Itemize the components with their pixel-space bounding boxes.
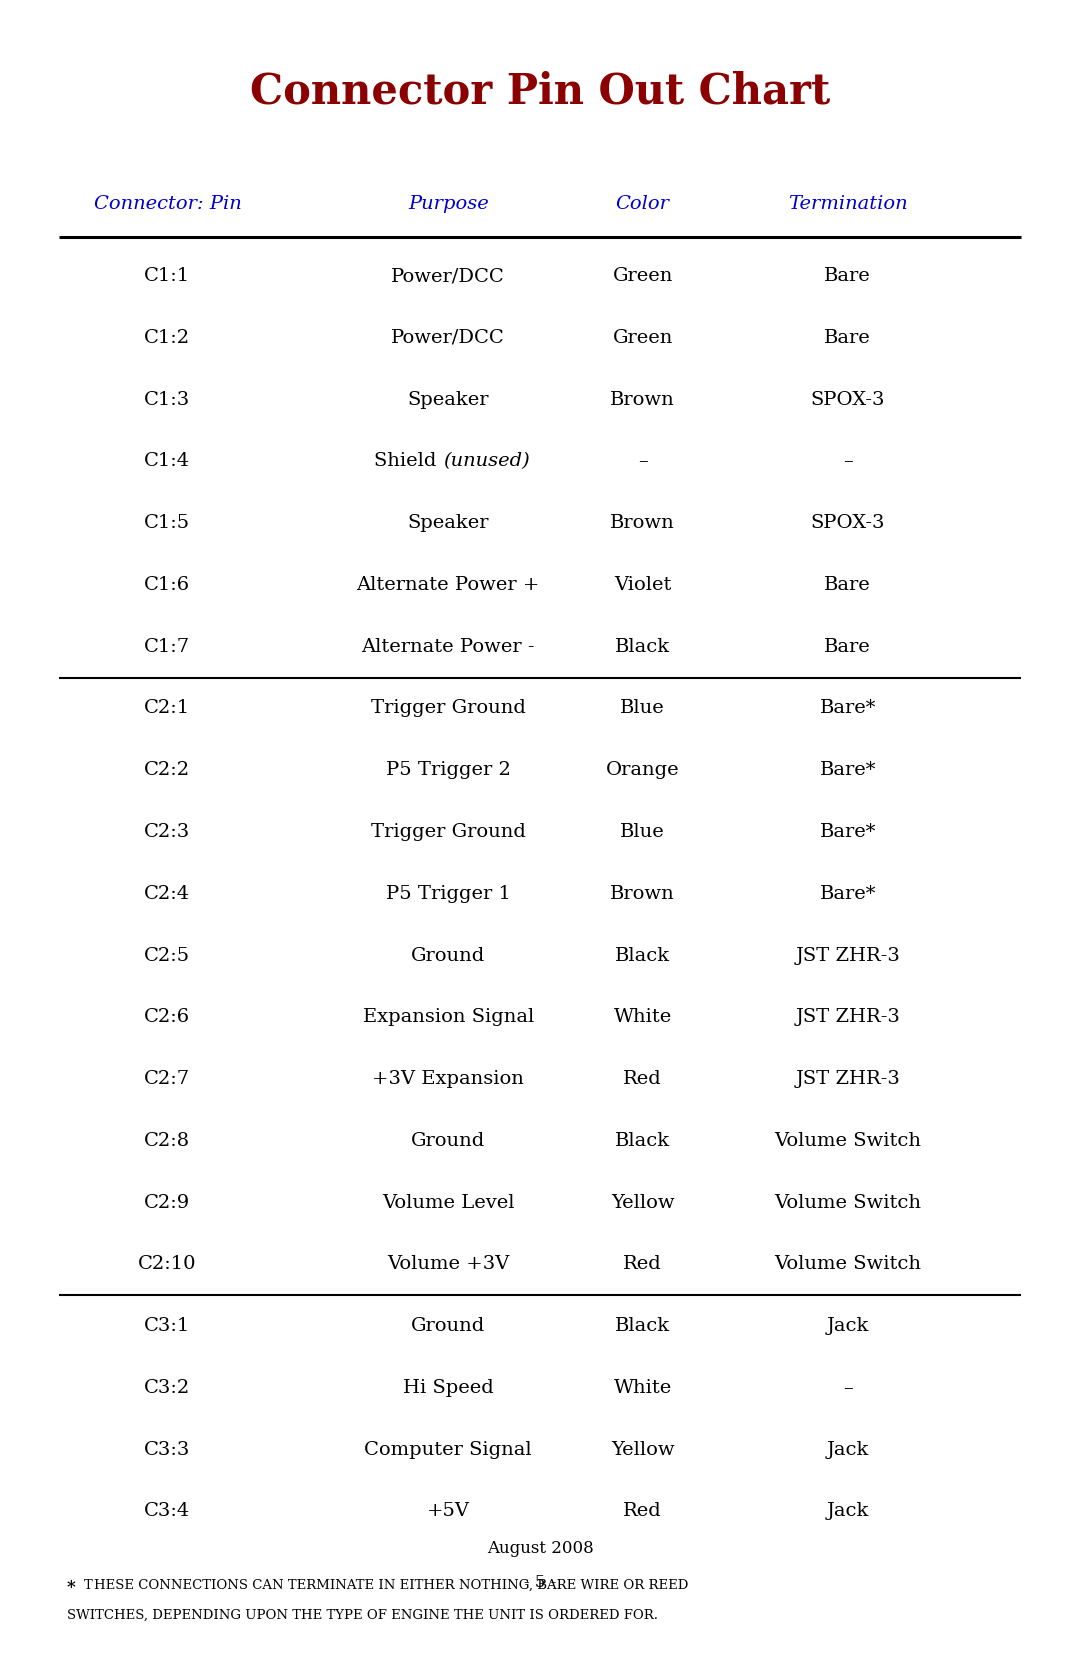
Text: Bare: Bare	[824, 576, 872, 594]
Text: Jack: Jack	[826, 1440, 869, 1459]
Text: –: –	[842, 1379, 853, 1397]
Text: Black: Black	[615, 1132, 671, 1150]
Text: JST ZHR-3: JST ZHR-3	[795, 1008, 901, 1026]
Text: Volume Switch: Volume Switch	[774, 1193, 921, 1212]
Text: Brown: Brown	[610, 514, 675, 532]
Text: Shield: Shield	[374, 452, 443, 471]
Text: Blue: Blue	[620, 823, 665, 841]
Text: White: White	[613, 1379, 672, 1397]
Text: Trigger Ground: Trigger Ground	[370, 823, 526, 841]
Text: Red: Red	[623, 1070, 662, 1088]
Text: Green: Green	[612, 267, 673, 285]
Text: C2:3: C2:3	[145, 823, 190, 841]
Text: Yellow: Yellow	[611, 1440, 674, 1459]
Text: (unused): (unused)	[443, 452, 529, 471]
Text: Power/DCC: Power/DCC	[391, 267, 505, 285]
Text: C2:4: C2:4	[145, 885, 190, 903]
Text: C2:2: C2:2	[145, 761, 190, 779]
Text: +5V: +5V	[427, 1502, 470, 1520]
Text: Speaker: Speaker	[407, 391, 489, 409]
Text: Volume +3V: Volume +3V	[387, 1255, 510, 1273]
Text: Blue: Blue	[620, 699, 665, 718]
Text: White: White	[613, 1008, 672, 1026]
Text: C1:3: C1:3	[145, 391, 190, 409]
Text: HESE CONNECTIONS CAN TERMINATE IN EITHER NOTHING, BARE WIRE OR REED: HESE CONNECTIONS CAN TERMINATE IN EITHER…	[94, 1579, 688, 1592]
Text: JST ZHR-3: JST ZHR-3	[795, 946, 901, 965]
Text: C1:2: C1:2	[145, 329, 190, 347]
Text: Jack: Jack	[826, 1317, 869, 1335]
Text: Bare*: Bare*	[820, 761, 876, 779]
Text: Bare: Bare	[824, 267, 872, 285]
Text: Red: Red	[623, 1502, 662, 1520]
Text: Violet: Violet	[613, 576, 672, 594]
Text: August 2008: August 2008	[487, 1540, 593, 1557]
Text: Hi Speed: Hi Speed	[403, 1379, 494, 1397]
Text: Bare*: Bare*	[820, 823, 876, 841]
Text: P5 Trigger 1: P5 Trigger 1	[386, 885, 511, 903]
Text: Purpose: Purpose	[408, 195, 488, 212]
Text: - 5 -: - 5 -	[524, 1574, 556, 1591]
Text: Alternate Power +: Alternate Power +	[356, 576, 540, 594]
Text: SWITCHES, DEPENDING UPON THE TYPE OF ENGINE THE UNIT IS ORDERED FOR.: SWITCHES, DEPENDING UPON THE TYPE OF ENG…	[67, 1609, 658, 1622]
Text: JST ZHR-3: JST ZHR-3	[795, 1070, 901, 1088]
Text: C3:4: C3:4	[145, 1502, 190, 1520]
Text: C3:1: C3:1	[145, 1317, 190, 1335]
Text: Volume Switch: Volume Switch	[774, 1255, 921, 1273]
Text: Black: Black	[615, 638, 671, 656]
Text: Brown: Brown	[610, 391, 675, 409]
Text: Green: Green	[612, 329, 673, 347]
Text: C2:1: C2:1	[145, 699, 190, 718]
Text: Bare*: Bare*	[820, 885, 876, 903]
Text: Ground: Ground	[411, 1132, 485, 1150]
Text: Red: Red	[623, 1255, 662, 1273]
Text: C1:4: C1:4	[145, 452, 190, 471]
Text: Brown: Brown	[610, 885, 675, 903]
Text: Computer Signal: Computer Signal	[364, 1440, 532, 1459]
Text: Yellow: Yellow	[611, 1193, 674, 1212]
Text: C2:6: C2:6	[145, 1008, 190, 1026]
Text: Jack: Jack	[826, 1502, 869, 1520]
Text: Orange: Orange	[606, 761, 679, 779]
Text: C1:6: C1:6	[145, 576, 190, 594]
Text: Ground: Ground	[411, 1317, 485, 1335]
Text: Connector Pin Out Chart: Connector Pin Out Chart	[249, 70, 831, 113]
Text: C1:1: C1:1	[145, 267, 190, 285]
Text: C2:5: C2:5	[145, 946, 190, 965]
Text: Ground: Ground	[411, 946, 485, 965]
Text: SPOX-3: SPOX-3	[811, 514, 885, 532]
Text: Termination: Termination	[788, 195, 907, 212]
Text: Trigger Ground: Trigger Ground	[370, 699, 526, 718]
Text: *: *	[67, 1579, 76, 1596]
Text: Expansion Signal: Expansion Signal	[363, 1008, 534, 1026]
Text: C2:10: C2:10	[138, 1255, 197, 1273]
Text: Power/DCC: Power/DCC	[391, 329, 505, 347]
Text: Bare: Bare	[824, 638, 872, 656]
Text: C1:7: C1:7	[145, 638, 190, 656]
Text: –: –	[637, 452, 648, 471]
Text: Volume Switch: Volume Switch	[774, 1132, 921, 1150]
Text: Black: Black	[615, 1317, 671, 1335]
Text: C2:9: C2:9	[145, 1193, 190, 1212]
Text: C2:8: C2:8	[145, 1132, 190, 1150]
Text: –: –	[842, 452, 853, 471]
Text: Speaker: Speaker	[407, 514, 489, 532]
Text: P5 Trigger 2: P5 Trigger 2	[386, 761, 511, 779]
Text: Volume Level: Volume Level	[382, 1193, 514, 1212]
Text: Connector: Pin: Connector: Pin	[94, 195, 241, 212]
Text: Color: Color	[616, 195, 670, 212]
Text: C3:2: C3:2	[145, 1379, 190, 1397]
Text: Bare: Bare	[824, 329, 872, 347]
Text: C1:5: C1:5	[145, 514, 190, 532]
Text: C3:3: C3:3	[145, 1440, 190, 1459]
Text: C2:7: C2:7	[145, 1070, 190, 1088]
Text: Bare*: Bare*	[820, 699, 876, 718]
Text: T: T	[84, 1579, 93, 1592]
Text: Black: Black	[615, 946, 671, 965]
Text: +3V Expansion: +3V Expansion	[373, 1070, 524, 1088]
Text: Alternate Power -: Alternate Power -	[362, 638, 535, 656]
Text: SPOX-3: SPOX-3	[811, 391, 885, 409]
